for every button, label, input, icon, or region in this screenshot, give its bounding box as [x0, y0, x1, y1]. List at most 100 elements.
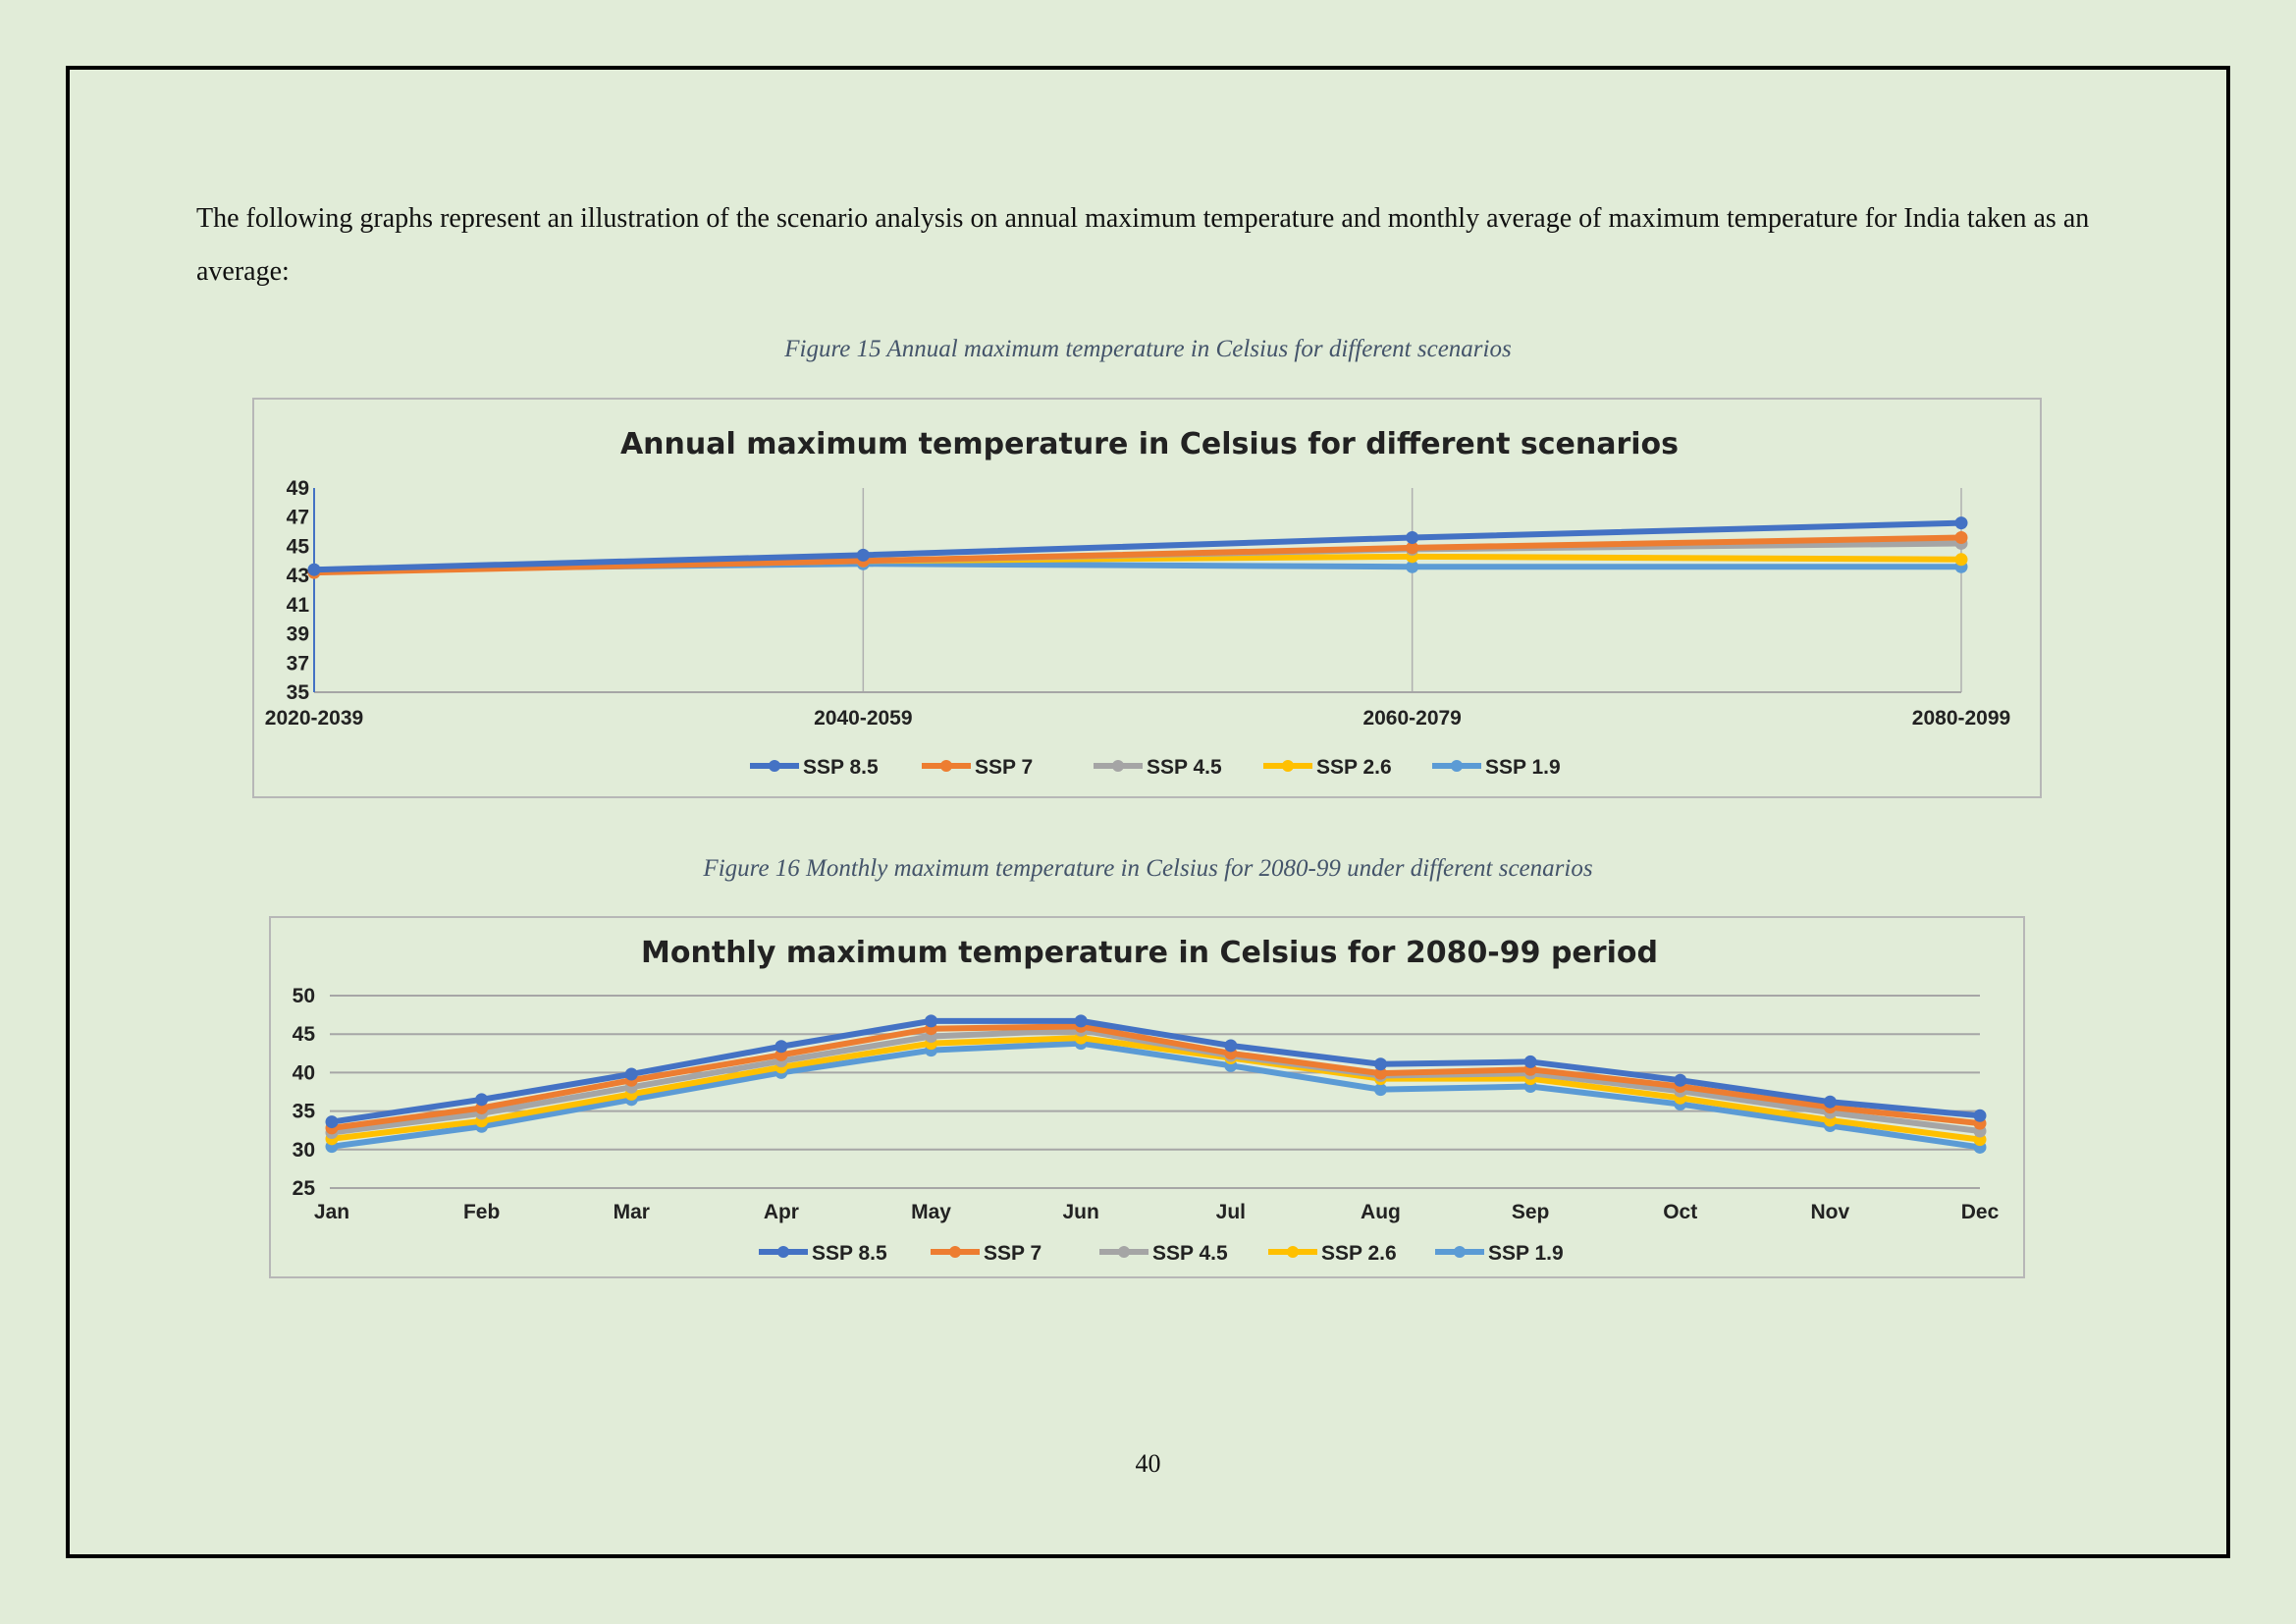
x-tick-label: Oct: [1663, 1201, 1697, 1223]
y-tick-label: 35: [287, 681, 310, 704]
legend-item: SSP 7: [922, 756, 1033, 779]
legend-label: SSP 1.9: [1488, 1242, 1564, 1265]
legend-swatch-marker: [1287, 1246, 1299, 1258]
legend-item: SSP 2.6: [1263, 756, 1392, 779]
series-line-ssp-8-5: [313, 519, 1962, 573]
y-tick-label: 47: [287, 507, 309, 529]
y-tick-label: 37: [287, 652, 309, 675]
monthly-chart: Monthly maximum temperature in Celsius f…: [269, 916, 2025, 1278]
data-point: [624, 1067, 638, 1081]
data-point: [1373, 1066, 1387, 1080]
y-tick-label: 40: [293, 1061, 315, 1084]
x-tick-label: Jun: [1063, 1201, 1099, 1223]
legend-item: SSP 8.5: [750, 756, 879, 779]
legend-item: SSP 1.9: [1435, 1242, 1564, 1265]
legend-item: SSP 4.5: [1099, 1242, 1228, 1265]
annual-chart-svg: Annual maximum temperature in Celsius fo…: [265, 427, 2010, 779]
data-point: [1406, 541, 1419, 555]
legend-swatch-marker: [1118, 1246, 1130, 1258]
y-tick-label: 35: [293, 1101, 316, 1123]
data-point: [325, 1115, 339, 1129]
figure-16-caption: Figure 16 Monthly maximum temperature in…: [703, 855, 1593, 882]
monthly-chart-svg: Monthly maximum temperature in Celsius f…: [293, 936, 2000, 1265]
x-tick-label: Jan: [314, 1201, 349, 1223]
legend-swatch-marker: [1451, 760, 1463, 772]
series-line-ssp-7: [331, 1023, 1981, 1131]
data-point: [1373, 1057, 1387, 1071]
data-point: [1074, 1014, 1088, 1028]
legend-item: SSP 4.5: [1094, 756, 1222, 779]
series-line-ssp-7: [313, 534, 1962, 576]
legend-label: SSP 1.9: [1485, 756, 1561, 779]
page-border: [66, 66, 2230, 1558]
data-point: [1674, 1073, 1687, 1087]
y-tick-label: 30: [293, 1139, 315, 1162]
legend-label: SSP 2.6: [1316, 756, 1392, 779]
x-tick-label: Mar: [614, 1201, 650, 1223]
y-tick-label: 39: [287, 623, 309, 646]
legend-label: SSP 4.5: [1147, 756, 1222, 779]
legend-swatch-marker: [1282, 760, 1294, 772]
x-tick-label: Dec: [1961, 1201, 2000, 1223]
x-tick-label: Apr: [764, 1201, 799, 1223]
data-point: [1954, 516, 1968, 530]
annual-chart: Annual maximum temperature in Celsius fo…: [252, 398, 2042, 798]
x-tick-label: Jul: [1216, 1201, 1246, 1223]
y-tick-label: 45: [293, 1023, 316, 1046]
legend-swatch-marker: [1112, 760, 1124, 772]
data-point: [1224, 1039, 1238, 1053]
data-point: [1823, 1095, 1837, 1109]
legend-label: SSP 7: [984, 1242, 1041, 1265]
legend-label: SSP 8.5: [812, 1242, 887, 1265]
x-tick-label: Nov: [1811, 1201, 1850, 1223]
y-tick-label: 45: [287, 535, 310, 558]
y-tick-label: 43: [287, 565, 309, 587]
data-point: [1973, 1109, 1987, 1122]
data-point: [307, 563, 321, 576]
data-point: [774, 1040, 788, 1054]
x-tick-label: 2060-2079: [1362, 707, 1461, 730]
legend-swatch-marker: [1454, 1246, 1466, 1258]
legend-swatch-marker: [949, 1246, 961, 1258]
x-tick-label: 2020-2039: [265, 707, 363, 730]
x-tick-label: 2040-2059: [814, 707, 912, 730]
page-number: 40: [1135, 1449, 1161, 1478]
series-line-ssp-1-9: [331, 1040, 1981, 1151]
series-line-ssp-8-5: [331, 1017, 1981, 1125]
chart-title: Monthly maximum temperature in Celsius f…: [641, 936, 1658, 970]
legend-item: SSP 1.9: [1432, 756, 1561, 779]
x-tick-label: May: [911, 1201, 951, 1223]
legend-label: SSP 7: [975, 756, 1033, 779]
figure-15-caption: Figure 15 Annual maximum temperature in …: [784, 336, 1512, 362]
series-line-ssp-2-6: [331, 1035, 1981, 1143]
series-line-ssp-4-5: [331, 1027, 1981, 1136]
y-tick-label: 41: [287, 594, 310, 617]
legend-item: SSP 7: [931, 1242, 1041, 1265]
data-point: [1523, 1055, 1537, 1068]
y-tick-label: 25: [293, 1177, 316, 1200]
legend-swatch-marker: [940, 760, 952, 772]
y-tick-label: 50: [293, 985, 315, 1007]
data-point: [1406, 560, 1419, 573]
chart-title: Annual maximum temperature in Celsius fo…: [620, 427, 1679, 461]
legend-label: SSP 8.5: [803, 756, 879, 779]
data-point: [856, 548, 870, 562]
legend-swatch-marker: [769, 760, 780, 772]
data-point: [1373, 1083, 1387, 1097]
x-tick-label: Feb: [463, 1201, 500, 1223]
data-point: [925, 1014, 938, 1028]
legend-label: SSP 2.6: [1321, 1242, 1397, 1265]
data-point: [475, 1093, 489, 1107]
intro-paragraph: The following graphs represent an illust…: [196, 203, 2090, 287]
data-point: [1954, 553, 1968, 567]
x-tick-label: 2080-2099: [1912, 707, 2010, 730]
legend-item: SSP 2.6: [1268, 1242, 1397, 1265]
data-point: [1406, 531, 1419, 545]
x-tick-label: Aug: [1361, 1201, 1401, 1223]
x-tick-label: Sep: [1512, 1201, 1550, 1223]
legend-label: SSP 4.5: [1152, 1242, 1228, 1265]
y-tick-label: 49: [287, 477, 309, 500]
legend-item: SSP 8.5: [759, 1242, 887, 1265]
data-point: [1954, 531, 1968, 545]
legend-swatch-marker: [777, 1246, 789, 1258]
